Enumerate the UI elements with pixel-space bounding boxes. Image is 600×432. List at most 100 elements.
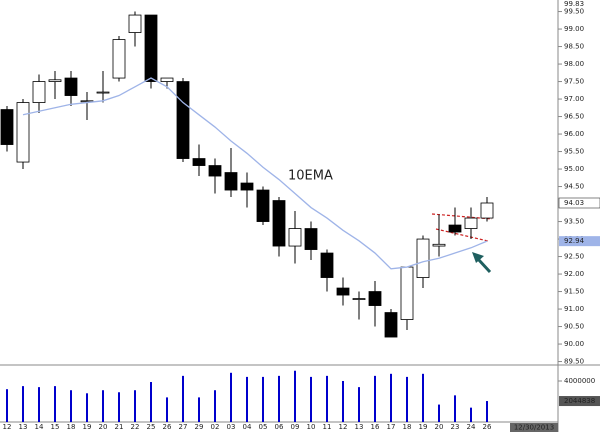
volume-bar [358, 387, 360, 422]
y-tick-label: 95.00 [564, 165, 584, 173]
volume-bar [342, 380, 344, 422]
candle-body [432, 243, 446, 247]
volume-bar [390, 373, 392, 422]
x-tick-label: 26 [163, 423, 172, 431]
x-tick-label: 04 [243, 423, 252, 431]
ema-legend: 10EMA [288, 169, 333, 184]
x-tick-label: 16 [371, 423, 380, 431]
candle-body [368, 291, 382, 306]
y-tick-label: 89.50 [564, 358, 584, 366]
volume-bar [230, 372, 232, 422]
channel-line [435, 228, 489, 242]
x-tick-label: 12 [339, 423, 348, 431]
candle-body [400, 266, 414, 320]
candle-body [352, 298, 366, 300]
volume-bar [310, 376, 312, 422]
y-tick-label: 90.50 [564, 323, 584, 331]
volume-bar [198, 397, 200, 422]
volume-last-box [559, 396, 600, 407]
candle-body [0, 109, 14, 145]
candle-body [96, 91, 110, 94]
volume-bar [54, 386, 56, 422]
volume-bar [22, 386, 24, 422]
candle-body [272, 200, 286, 247]
last-close-box [558, 197, 600, 209]
x-tick-label: 05 [259, 423, 268, 431]
x-tick-label: 11 [323, 423, 332, 431]
x-tick-label: 20 [99, 423, 108, 431]
candle-body [320, 252, 334, 278]
y-tick-label: 93.50 [564, 218, 584, 226]
x-tick-label: 13 [19, 423, 28, 431]
x-tick-label: 21 [115, 423, 124, 431]
volume-bar [246, 376, 248, 422]
candle-body [64, 77, 78, 96]
x-tick-label: 26 [483, 423, 492, 431]
x-tick-label: 25 [147, 423, 156, 431]
x-tick-label: 15 [51, 423, 60, 431]
volume-bar [262, 376, 264, 422]
x-tick-label: 09 [291, 423, 300, 431]
volume-bar [374, 375, 376, 422]
y-tick-label: 96.00 [564, 130, 584, 138]
candle-body [416, 238, 430, 278]
volume-last-label: 2044838 [564, 397, 595, 405]
y-tick-label: 92.50 [564, 253, 584, 261]
volume-bar [278, 375, 280, 422]
y-tick-label: 94.50 [564, 183, 584, 191]
x-tick-label: 18 [403, 423, 412, 431]
candle-body [32, 81, 46, 103]
x-tick-label: 14 [35, 423, 44, 431]
y-tick-label: 97.00 [564, 95, 584, 103]
y-tick-label: 90.00 [564, 340, 584, 348]
candle-body [208, 165, 222, 177]
volume-bar [102, 390, 104, 422]
y-tick-label: 91.50 [564, 288, 584, 296]
candle-body [464, 217, 478, 229]
x-tick-label: 20 [435, 423, 444, 431]
candle-body [240, 182, 254, 191]
volume-bar [406, 376, 408, 422]
volume-bar [6, 389, 8, 422]
volume-bar [70, 390, 72, 422]
volume-bar [486, 401, 488, 422]
x-tick-label: 10 [307, 423, 316, 431]
candle-body [144, 14, 158, 82]
volume-bar [134, 390, 136, 422]
x-tick-label: 23 [451, 423, 460, 431]
x-tick-label: 18 [67, 423, 76, 431]
candle-body [160, 77, 174, 82]
x-tick-label: 19 [83, 423, 92, 431]
volume-bar [470, 407, 472, 422]
volume-bar [118, 392, 120, 422]
arrow [472, 252, 492, 274]
y-tick-label: 99.50 [564, 8, 584, 16]
candle-body [224, 172, 238, 191]
y-tick-label: 91.00 [564, 305, 584, 313]
x-tick-label: 27 [179, 423, 188, 431]
candle-body [304, 228, 318, 250]
candle-body [48, 79, 62, 82]
volume-bar [38, 387, 40, 422]
y-tick-label: 98.00 [564, 60, 584, 68]
x-tick-label: 24 [467, 423, 476, 431]
volume-bar [86, 393, 88, 422]
volume-bar [294, 370, 296, 422]
arrow-shaft [476, 257, 492, 274]
volume-bar [438, 404, 440, 422]
x-tick-label: 22 [131, 423, 140, 431]
last-close-label: 94.03 [564, 199, 584, 207]
x-tick-label: 02 [211, 423, 220, 431]
y-tick-label: 96.50 [564, 113, 584, 121]
x-tick-label: 03 [227, 423, 236, 431]
volume-bar [454, 395, 456, 422]
x-tick-label: 17 [387, 423, 396, 431]
candle-body [176, 81, 190, 159]
x-tick-label: 13 [355, 423, 364, 431]
y-max-label: 99.83 [564, 0, 584, 8]
y-tick-label: 95.50 [564, 148, 584, 156]
volume-bar [150, 382, 152, 422]
candle-body [112, 39, 126, 79]
